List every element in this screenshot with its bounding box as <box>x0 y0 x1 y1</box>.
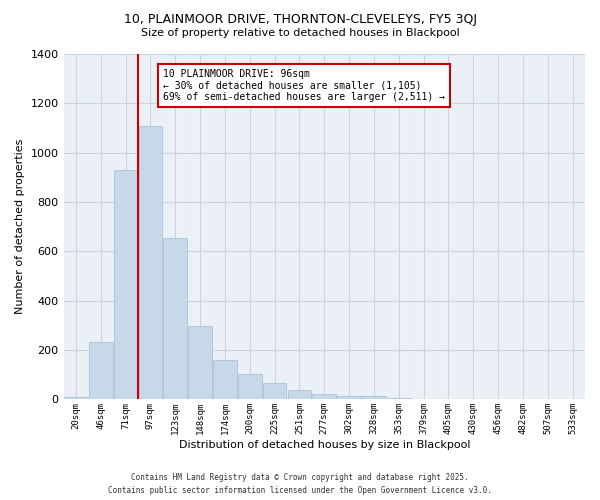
Bar <box>238 374 262 400</box>
Text: Contains HM Land Registry data © Crown copyright and database right 2025.
Contai: Contains HM Land Registry data © Crown c… <box>108 474 492 495</box>
Bar <box>188 326 212 400</box>
Bar <box>213 360 237 400</box>
Text: 10 PLAINMOOR DRIVE: 96sqm
← 30% of detached houses are smaller (1,105)
69% of se: 10 PLAINMOOR DRIVE: 96sqm ← 30% of detac… <box>163 69 445 102</box>
Y-axis label: Number of detached properties: Number of detached properties <box>15 139 25 314</box>
Bar <box>114 170 137 400</box>
Text: Size of property relative to detached houses in Blackpool: Size of property relative to detached ho… <box>140 28 460 38</box>
Bar <box>89 342 113 400</box>
Bar <box>362 396 386 400</box>
Bar <box>287 390 311 400</box>
Bar <box>387 398 410 400</box>
Bar <box>263 382 286 400</box>
Bar <box>313 394 336 400</box>
X-axis label: Distribution of detached houses by size in Blackpool: Distribution of detached houses by size … <box>179 440 470 450</box>
Text: 10, PLAINMOOR DRIVE, THORNTON-CLEVELEYS, FY5 3QJ: 10, PLAINMOOR DRIVE, THORNTON-CLEVELEYS,… <box>124 12 476 26</box>
Bar <box>337 396 361 400</box>
Bar <box>139 126 162 400</box>
Bar <box>163 238 187 400</box>
Bar <box>64 397 88 400</box>
